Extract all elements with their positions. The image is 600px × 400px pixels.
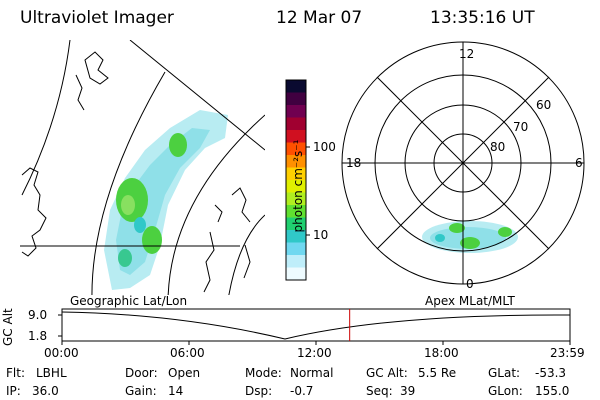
x-tick-0000: 00:00 [44,346,79,360]
colorbar-segment [286,142,306,156]
colorbar-tick-100: 100 [313,140,336,154]
seq-label: Seq: [366,384,393,398]
dsp-value: -0.7 [290,384,314,398]
time-label: 13:35:16 UT [430,8,535,28]
colorbar-segment [286,80,306,93]
colorbar-segment [286,217,306,231]
y-tick-1-8: 1.8 [28,329,48,343]
y-tick-9: 9.0 [28,308,48,322]
colorbar-segment [286,255,306,268]
dsp-label: Dsp: [245,384,273,398]
colorbar-segment [286,155,306,168]
date-label: 12 Mar 07 [276,8,363,28]
colorbar-segment [286,105,306,118]
colorbar [285,79,310,281]
glon-value: 155.0 [535,384,570,398]
door-label: Door: [125,366,158,380]
x-tick-0600: 06:00 [170,346,205,360]
gc-alt-axis-label: GC Alt [1,308,15,346]
lat-label-80: 80 [490,140,506,154]
apex-panel-label: Apex MLat/MLT [425,294,515,308]
flt-label: Flt: [6,366,25,380]
x-tick-1200: 12:00 [297,346,332,360]
gain-label: Gain: [125,384,157,398]
mlt-label-0: 0 [466,277,474,291]
glat-value: -53.3 [535,366,567,380]
seq-value: 39 [400,384,416,398]
ip-value: 36.0 [32,384,59,398]
colorbar-segment [286,267,306,281]
colorbar-segment [286,205,306,218]
mlt-label-18: 18 [346,156,362,170]
colorbar-segment [286,117,306,131]
lat-label-70: 70 [513,120,529,134]
gain-value: 14 [168,384,184,398]
colorbar-tick-10: 10 [313,228,329,242]
glon-label: GLon: [488,384,523,398]
x-tick-2359: 23:59 [550,346,585,360]
altitude-timeline [58,308,571,345]
coastline [21,51,251,293]
door-value: Open [168,366,201,380]
colorbar-segment [286,242,306,256]
x-tick-1800: 18:00 [424,346,459,360]
flt-value: LBHL [36,366,67,380]
instrument-title: Ultraviolet Imager [20,8,174,28]
colorbar-segment [286,192,306,206]
colorbar-segment [286,230,306,243]
geographic-panel-label: Geographic Lat/Lon [70,294,188,308]
mlt-label-6: 6 [575,156,583,170]
mode-label: Mode: [245,366,282,380]
lat-label-60: 60 [536,98,552,112]
polar-plot [341,41,585,285]
colorbar-unit-label: photon cm⁻²s⁻¹ [291,139,305,233]
gcalt-label: GC Alt: [366,366,408,380]
colorbar-segment [286,180,306,193]
aurora-geographic [104,110,228,290]
glat-label: GLat: [488,366,521,380]
colorbar-segment [286,167,306,181]
mode-value: Normal [290,366,334,380]
colorbar-segment [286,92,306,106]
geographic-map [20,40,265,295]
ip-label: IP: [6,384,21,398]
aurora-polar [422,221,518,253]
gcalt-value: 5.5 Re [418,366,457,380]
colorbar-segment [286,130,306,143]
mlt-label-12: 12 [459,47,475,61]
graticule [20,40,265,295]
